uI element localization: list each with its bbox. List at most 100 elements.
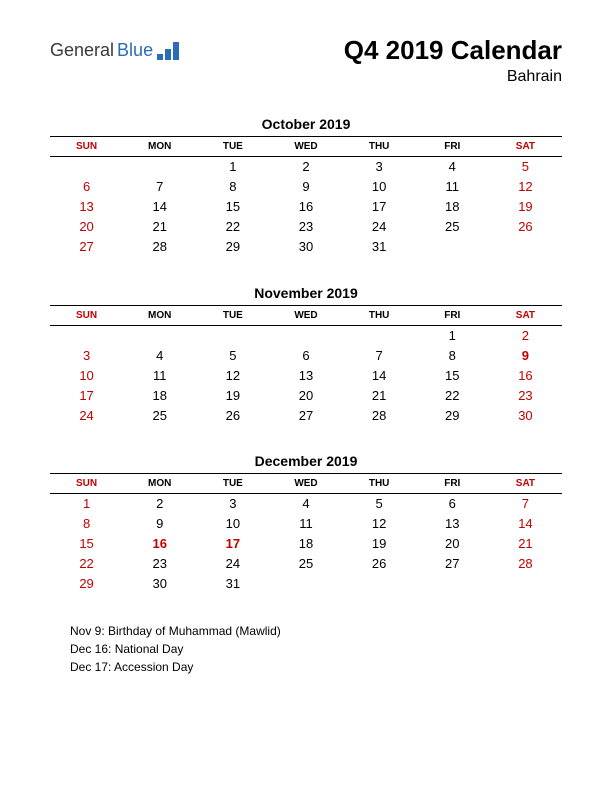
calendar-day-cell: 25 [123,405,196,425]
calendar-day-cell: 18 [123,385,196,405]
calendar-day-cell: 9 [489,345,562,365]
calendar-week-row: 15161718192021 [50,534,562,554]
calendar-day-cell: 3 [50,345,123,365]
calendar-month: October 2019SUNMONTUEWEDTHUFRISAT1234567… [50,116,562,257]
day-header: MON [123,137,196,157]
calendar-day-cell: 1 [416,325,489,345]
calendar-day-cell: 12 [489,177,562,197]
calendar-day-cell: 5 [196,345,269,365]
day-header: TUE [196,474,269,494]
day-header: THU [343,137,416,157]
calendar-week-row: 3456789 [50,345,562,365]
calendar-day-cell: 2 [123,494,196,514]
holidays-list: Nov 9: Birthday of Muhammad (Mawlid)Dec … [70,622,562,676]
calendar-day-cell: 13 [50,197,123,217]
calendar-day-cell: 24 [196,554,269,574]
calendar-week-row: 17181920212223 [50,385,562,405]
logo-text-blue: Blue [117,40,153,61]
holiday-note: Dec 16: National Day [70,640,562,658]
calendar-day-cell: 21 [343,385,416,405]
calendar-week-row: 20212223242526 [50,217,562,237]
calendar-month: December 2019SUNMONTUEWEDTHUFRISAT123456… [50,453,562,594]
day-header: SAT [489,305,562,325]
calendar-day-cell: 28 [489,554,562,574]
calendar-day-cell: 20 [416,534,489,554]
calendar-day-cell: 6 [416,494,489,514]
calendar-day-cell: 26 [196,405,269,425]
calendar-day-cell: 2 [489,325,562,345]
calendar-day-cell [489,574,562,594]
month-title: November 2019 [50,285,562,301]
calendar-day-cell: 5 [343,494,416,514]
calendar-day-cell: 30 [489,405,562,425]
logo: General Blue [50,40,179,61]
calendar-day-cell: 8 [50,514,123,534]
calendar-day-cell: 14 [123,197,196,217]
calendar-day-cell: 1 [50,494,123,514]
calendar-week-row: 2728293031 [50,237,562,257]
calendar-day-cell: 26 [489,217,562,237]
month-title: October 2019 [50,116,562,132]
calendar-week-row: 891011121314 [50,514,562,534]
title-block: Q4 2019 Calendar Bahrain [344,35,562,86]
calendar-day-cell: 22 [50,554,123,574]
calendar-day-cell: 15 [196,197,269,217]
calendar-day-cell: 23 [489,385,562,405]
calendar-day-cell: 10 [343,177,416,197]
calendar-day-cell: 1 [196,157,269,177]
calendar-week-row: 1234567 [50,494,562,514]
calendar-week-row: 13141516171819 [50,197,562,217]
logo-chart-icon [157,42,179,60]
calendar-day-cell: 27 [416,554,489,574]
calendars-container: October 2019SUNMONTUEWEDTHUFRISAT1234567… [50,116,562,594]
calendar-day-cell: 16 [489,365,562,385]
day-header: FRI [416,137,489,157]
calendar-day-cell [50,325,123,345]
calendar-day-cell: 15 [416,365,489,385]
calendar-day-cell: 10 [196,514,269,534]
calendar-day-cell: 8 [196,177,269,197]
page-subtitle: Bahrain [344,68,562,86]
calendar-day-cell: 2 [269,157,342,177]
calendar-day-cell: 22 [196,217,269,237]
calendar-day-cell: 15 [50,534,123,554]
calendar-week-row: 6789101112 [50,177,562,197]
calendar-day-cell: 4 [123,345,196,365]
calendar-day-cell: 11 [123,365,196,385]
calendar-day-cell: 3 [196,494,269,514]
calendar-day-cell: 7 [489,494,562,514]
calendar-day-cell: 24 [50,405,123,425]
calendar-day-cell: 16 [123,534,196,554]
calendar-day-cell: 19 [489,197,562,217]
calendar-day-cell: 6 [50,177,123,197]
calendar-day-cell: 7 [343,345,416,365]
day-header: WED [269,474,342,494]
day-header: SUN [50,305,123,325]
calendar-week-row: 24252627282930 [50,405,562,425]
calendar-day-cell: 29 [50,574,123,594]
page-title: Q4 2019 Calendar [344,35,562,66]
day-header: SAT [489,137,562,157]
calendar-day-cell: 7 [123,177,196,197]
calendar-week-row: 22232425262728 [50,554,562,574]
calendar-day-cell [416,237,489,257]
calendar-day-cell: 19 [343,534,416,554]
calendar-day-cell: 13 [416,514,489,534]
calendar-day-cell: 25 [269,554,342,574]
calendar-day-cell [489,237,562,257]
logo-text-general: General [50,40,114,61]
calendar-day-cell: 29 [196,237,269,257]
calendar-day-cell: 20 [269,385,342,405]
calendar-week-row: 12 [50,325,562,345]
day-header: MON [123,305,196,325]
calendar-day-cell: 12 [343,514,416,534]
page-header: General Blue Q4 2019 Calendar Bahrain [50,35,562,86]
calendar-day-cell: 17 [50,385,123,405]
calendar-day-cell: 11 [416,177,489,197]
calendar-day-cell [269,325,342,345]
day-header: FRI [416,474,489,494]
calendar-day-cell: 12 [196,365,269,385]
calendar-table: SUNMONTUEWEDTHUFRISAT1234567891011121314… [50,473,562,594]
calendar-day-cell: 29 [416,405,489,425]
calendar-day-cell: 3 [343,157,416,177]
